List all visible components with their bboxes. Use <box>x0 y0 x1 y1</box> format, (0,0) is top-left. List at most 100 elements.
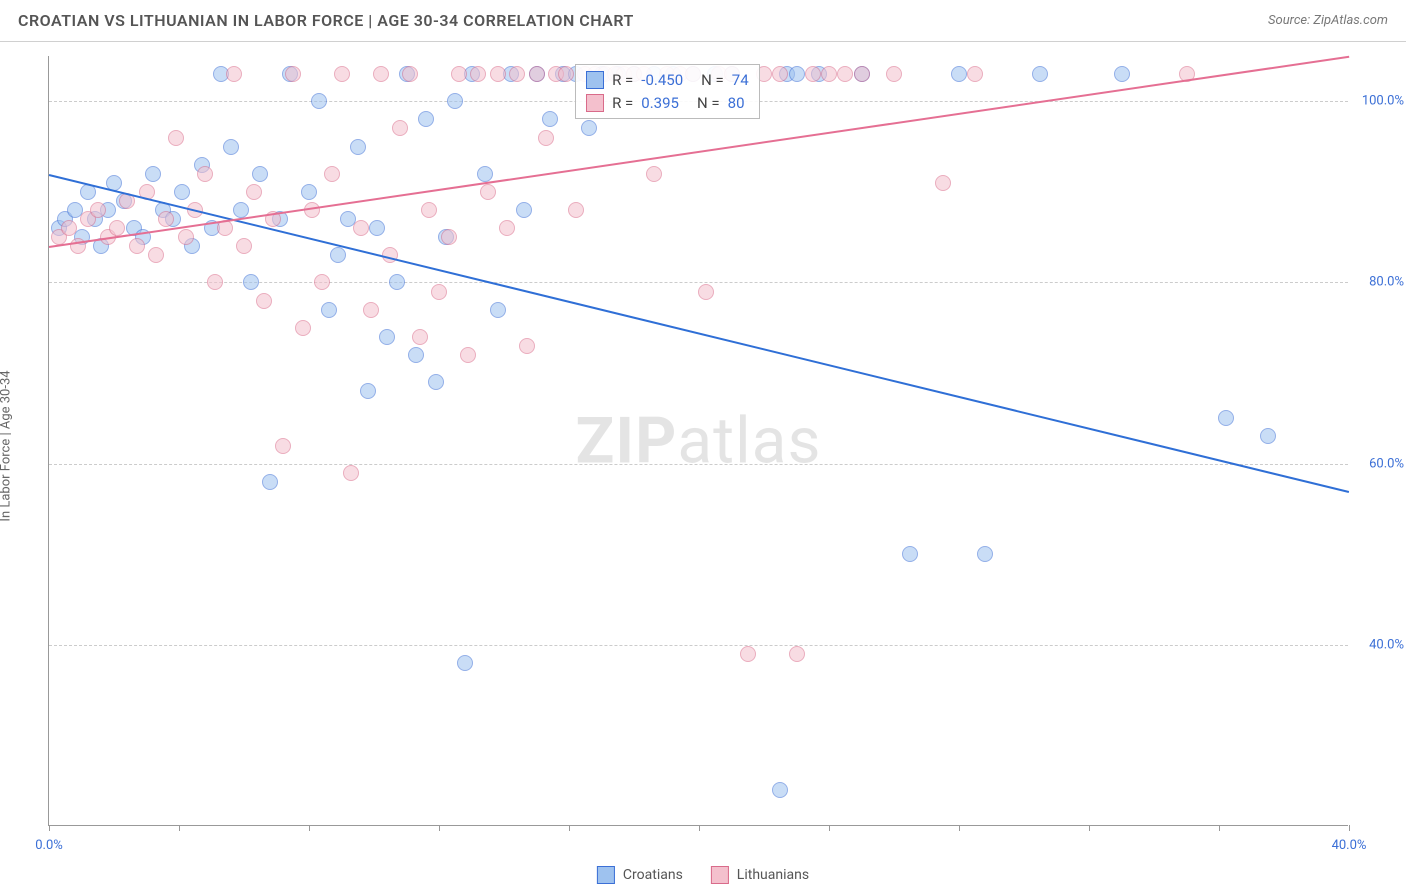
data-point <box>226 66 242 82</box>
data-point <box>252 166 268 182</box>
data-point <box>379 329 395 345</box>
data-point <box>389 274 405 290</box>
x-tick-label: 40.0% <box>1332 838 1367 853</box>
data-point <box>499 220 515 236</box>
data-point <box>178 229 194 245</box>
legend-swatch <box>711 866 729 884</box>
data-point <box>207 274 223 290</box>
x-tick <box>569 825 570 831</box>
data-point <box>1032 66 1048 82</box>
data-point <box>295 320 311 336</box>
n-label: N = <box>701 69 724 92</box>
data-point <box>145 166 161 182</box>
data-point <box>854 66 870 82</box>
legend-label: Croatians <box>623 867 683 883</box>
data-point <box>61 220 77 236</box>
scatter-plot: ZIPatlas 40.0%60.0%80.0%100.0%0.0%40.0%R… <box>48 56 1348 826</box>
data-point <box>360 383 376 399</box>
data-point <box>457 655 473 671</box>
data-point <box>129 238 145 254</box>
x-tick-label: 0.0% <box>35 838 63 853</box>
data-point <box>330 247 346 263</box>
data-point <box>236 238 252 254</box>
r-label: R = <box>612 92 633 115</box>
data-point <box>285 66 301 82</box>
legend-swatch <box>597 866 615 884</box>
r-value: -0.450 <box>641 69 683 92</box>
data-point <box>509 66 525 82</box>
legend-item: Lithuanians <box>711 866 809 884</box>
data-point <box>90 202 106 218</box>
gridline <box>49 464 1348 465</box>
data-point <box>392 120 408 136</box>
r-label: R = <box>612 69 633 92</box>
data-point <box>886 66 902 82</box>
data-point <box>256 293 272 309</box>
legend-swatch <box>586 71 604 89</box>
data-point <box>402 66 418 82</box>
data-point <box>246 184 262 200</box>
n-label: N = <box>697 92 720 115</box>
data-point <box>233 202 249 218</box>
x-tick <box>179 825 180 831</box>
data-point <box>408 347 424 363</box>
data-point <box>311 93 327 109</box>
legend: Croatians Lithuanians <box>597 866 809 884</box>
data-point <box>470 66 486 82</box>
y-tick-label: 80.0% <box>1354 275 1404 290</box>
data-point <box>837 66 853 82</box>
data-point <box>314 274 330 290</box>
data-point <box>197 166 213 182</box>
data-point <box>275 438 291 454</box>
data-point <box>542 111 558 127</box>
data-point <box>369 220 385 236</box>
data-point <box>568 202 584 218</box>
data-point <box>967 66 983 82</box>
data-point <box>363 302 379 318</box>
y-tick-label: 40.0% <box>1354 637 1404 652</box>
x-tick <box>439 825 440 831</box>
stats-row: R = -0.450 N = 74 <box>586 69 749 92</box>
data-point <box>646 166 662 182</box>
data-point <box>168 130 184 146</box>
data-point <box>480 184 496 200</box>
data-point <box>350 139 366 155</box>
data-point <box>421 202 437 218</box>
y-tick-label: 100.0% <box>1354 94 1404 109</box>
data-point <box>490 302 506 318</box>
x-tick <box>959 825 960 831</box>
trend-line <box>49 174 1349 493</box>
data-point <box>529 66 545 82</box>
data-point <box>772 782 788 798</box>
data-point <box>538 130 554 146</box>
data-point <box>516 202 532 218</box>
data-point <box>412 329 428 345</box>
data-point <box>418 111 434 127</box>
data-point <box>321 302 337 318</box>
data-point <box>772 66 788 82</box>
data-point <box>1260 428 1276 444</box>
x-tick <box>829 825 830 831</box>
data-point <box>789 646 805 662</box>
n-value: 74 <box>732 69 749 92</box>
data-point <box>343 465 359 481</box>
r-value: 0.395 <box>641 92 679 115</box>
data-point <box>428 374 444 390</box>
data-point <box>441 229 457 245</box>
data-point <box>243 274 259 290</box>
data-point <box>158 211 174 227</box>
data-point <box>805 66 821 82</box>
gridline <box>49 645 1348 646</box>
data-point <box>1218 410 1234 426</box>
chart-header: CROATIAN VS LITHUANIAN IN LABOR FORCE | … <box>0 0 1406 42</box>
n-value: 80 <box>728 92 745 115</box>
data-point <box>902 546 918 562</box>
data-point <box>698 284 714 300</box>
x-tick <box>1089 825 1090 831</box>
x-tick <box>309 825 310 831</box>
data-point <box>109 220 125 236</box>
y-axis-label: In Labor Force | Age 30-34 <box>0 370 14 521</box>
data-point <box>451 66 467 82</box>
data-point <box>519 338 535 354</box>
data-point <box>821 66 837 82</box>
